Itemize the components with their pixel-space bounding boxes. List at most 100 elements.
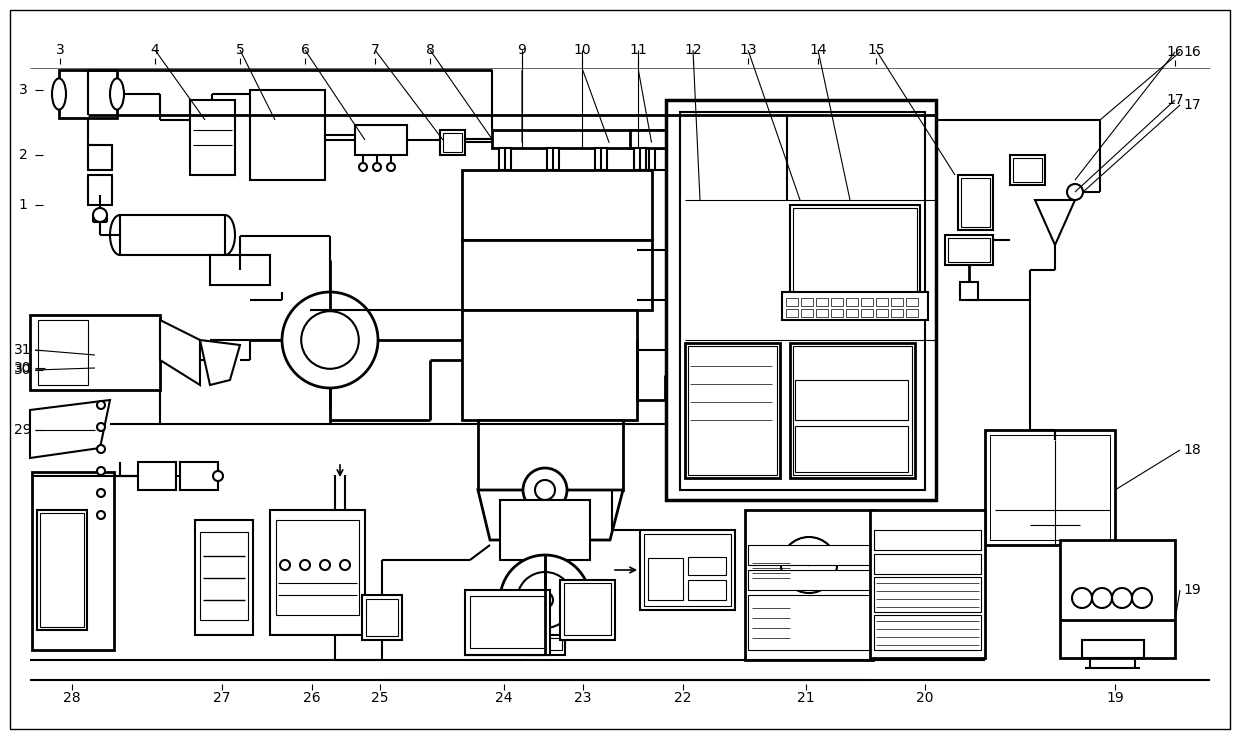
Circle shape	[97, 423, 105, 431]
Bar	[443, 133, 463, 152]
Bar	[790, 205, 920, 295]
Text: 19: 19	[1106, 691, 1123, 705]
Circle shape	[781, 537, 837, 593]
Bar	[630, 130, 730, 148]
Text: 2: 2	[19, 148, 27, 162]
Bar	[560, 580, 615, 640]
Text: 21: 21	[797, 691, 815, 705]
Polygon shape	[200, 340, 241, 385]
Bar	[794, 346, 911, 475]
Bar	[892, 298, 903, 306]
Circle shape	[301, 311, 358, 369]
Bar	[782, 292, 928, 320]
Circle shape	[537, 592, 553, 608]
Bar	[564, 583, 611, 635]
Text: 17: 17	[1166, 93, 1184, 107]
Bar	[795, 380, 908, 420]
Bar	[831, 309, 843, 317]
Bar	[463, 310, 637, 420]
Text: 14: 14	[810, 43, 827, 57]
Bar	[748, 570, 872, 590]
Polygon shape	[1035, 200, 1075, 245]
Bar	[634, 148, 646, 170]
Bar	[547, 148, 559, 170]
Bar	[704, 148, 715, 170]
Bar	[1013, 158, 1042, 182]
Circle shape	[97, 401, 105, 409]
Polygon shape	[30, 400, 110, 458]
Text: 29: 29	[14, 423, 32, 437]
Bar	[786, 298, 799, 306]
Bar	[37, 510, 87, 630]
Circle shape	[300, 560, 310, 570]
Bar	[1060, 540, 1176, 658]
Bar	[498, 148, 511, 170]
Bar	[906, 309, 918, 317]
Bar	[60, 70, 117, 118]
Bar	[463, 170, 652, 240]
Bar	[666, 100, 936, 500]
Bar	[870, 510, 985, 658]
Text: 5: 5	[236, 43, 244, 57]
Circle shape	[97, 445, 105, 453]
Bar	[277, 520, 360, 615]
Bar	[960, 282, 978, 300]
Circle shape	[523, 468, 567, 512]
Circle shape	[320, 560, 330, 570]
Bar	[816, 309, 828, 317]
Text: 8: 8	[425, 43, 434, 57]
Circle shape	[280, 560, 290, 570]
Bar	[874, 554, 981, 574]
Bar	[644, 148, 655, 170]
Bar	[801, 309, 813, 317]
Bar	[670, 148, 681, 170]
Text: 10: 10	[573, 43, 590, 57]
Circle shape	[534, 480, 556, 500]
Bar	[688, 580, 725, 600]
Bar	[861, 309, 873, 317]
Text: 6: 6	[300, 43, 310, 57]
Bar	[748, 595, 872, 650]
Text: 11: 11	[629, 43, 647, 57]
Text: 20: 20	[916, 691, 934, 705]
Bar	[790, 343, 915, 478]
Bar	[745, 510, 873, 660]
Text: 13: 13	[739, 43, 756, 57]
Text: 7: 7	[371, 43, 379, 57]
Circle shape	[1112, 588, 1132, 608]
Bar	[477, 420, 622, 490]
Circle shape	[97, 511, 105, 519]
Bar	[875, 309, 888, 317]
Bar	[362, 595, 402, 640]
Text: 1: 1	[19, 198, 27, 212]
Circle shape	[93, 208, 107, 222]
Bar	[846, 298, 858, 306]
Text: 30: 30	[14, 361, 32, 375]
Circle shape	[517, 572, 573, 628]
Bar	[195, 520, 253, 635]
Text: 30: 30	[14, 363, 32, 377]
Text: 17: 17	[1183, 98, 1200, 112]
Text: 27: 27	[213, 691, 231, 705]
Bar	[138, 462, 176, 490]
Circle shape	[97, 489, 105, 497]
Text: 16: 16	[1183, 45, 1200, 59]
Bar	[366, 599, 398, 636]
Bar	[463, 240, 652, 310]
Bar	[874, 577, 981, 612]
Text: 22: 22	[675, 691, 692, 705]
Text: 23: 23	[574, 691, 591, 705]
Text: 28: 28	[63, 691, 81, 705]
Bar	[440, 130, 465, 155]
Bar	[38, 320, 88, 385]
Circle shape	[1066, 184, 1083, 200]
Bar	[906, 298, 918, 306]
Bar	[688, 346, 777, 475]
Bar	[949, 238, 990, 262]
Text: 18: 18	[1183, 443, 1200, 457]
Bar	[120, 215, 224, 255]
Text: 3: 3	[19, 83, 27, 97]
Bar	[795, 426, 908, 472]
Bar	[874, 530, 981, 550]
Bar	[816, 298, 828, 306]
